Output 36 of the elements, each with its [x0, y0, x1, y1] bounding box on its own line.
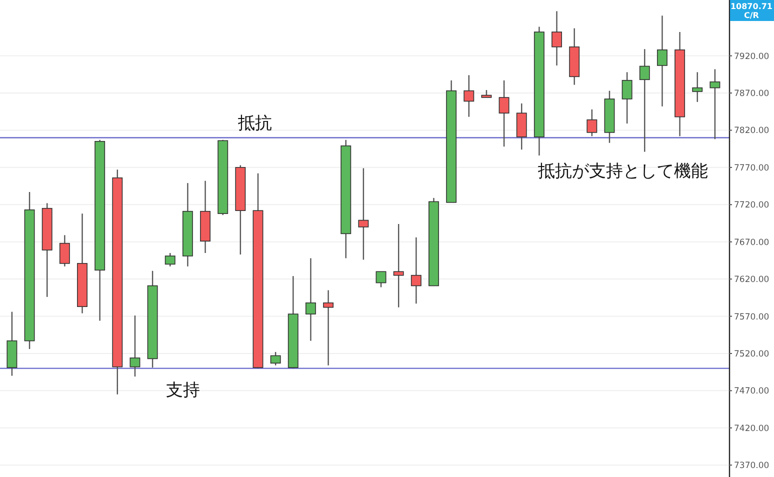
candlestick — [710, 68, 720, 140]
y-tick-label: 7370.00 — [734, 461, 770, 472]
candlestick — [622, 72, 632, 124]
ref-line-label: 抵抗 — [237, 114, 272, 134]
candlestick — [692, 72, 703, 103]
y-tick-label: 7820.00 — [734, 126, 770, 136]
candlestick — [639, 48, 650, 152]
candlestick — [552, 10, 562, 66]
candlestick — [130, 314, 140, 378]
candlestick — [358, 168, 369, 260]
candlestick — [498, 80, 510, 148]
y-tick-label: 7570.00 — [734, 312, 770, 322]
candlestick — [586, 108, 598, 137]
candlestick — [270, 351, 281, 366]
candlestick — [516, 102, 527, 150]
y-tick-label: 7620.00 — [734, 275, 770, 286]
candlestick — [376, 271, 386, 288]
y-tick-label: 7470.00 — [734, 386, 770, 397]
candlestick — [305, 258, 316, 342]
candlestick — [656, 15, 668, 108]
ref-line-label: 支持 — [166, 380, 200, 400]
candlestick — [164, 252, 176, 268]
candlestick — [323, 290, 334, 366]
y-tick-label: 7920.00 — [734, 52, 770, 62]
text: 10870.71 C/R — [730, 2, 773, 20]
annotation: 抵抗が支持として機能 — [537, 162, 708, 182]
y-tick-label: 7870.00 — [734, 89, 770, 100]
y-tick-label: 7770.00 — [734, 163, 770, 174]
y-tick-label: 7720.00 — [734, 200, 770, 211]
candlestick — [410, 236, 422, 304]
candlestick — [59, 234, 70, 268]
y-tick-label: 7520.00 — [734, 349, 770, 360]
candlestick — [393, 223, 404, 308]
y-tick-label: 7420.00 — [734, 424, 770, 434]
y-tick-label: 7670.00 — [734, 238, 770, 248]
candlestick — [464, 74, 474, 118]
